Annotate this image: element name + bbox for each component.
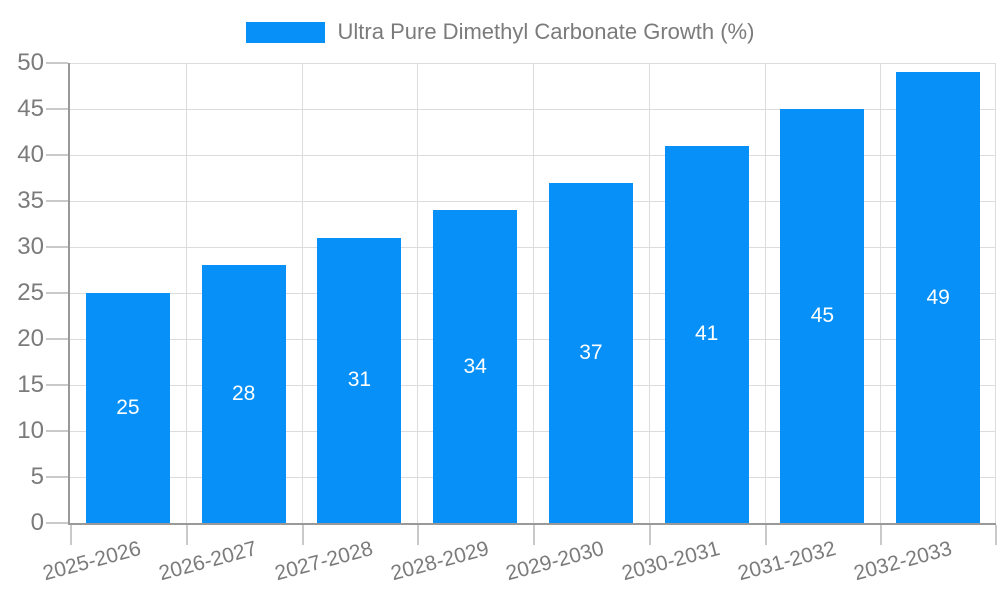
x-axis-tick <box>533 525 535 545</box>
gridline-vertical <box>764 63 766 523</box>
bar-value-label: 49 <box>926 285 950 309</box>
y-axis-tick <box>46 338 68 340</box>
x-axis-tick <box>70 525 72 545</box>
x-axis-label: 2031-2032 <box>735 537 839 586</box>
y-axis-label: 20 <box>17 325 44 352</box>
x-axis-label: 2032-2033 <box>851 537 955 586</box>
bar-value-label: 34 <box>463 354 487 378</box>
legend: Ultra Pure Dimethyl Carbonate Growth (%) <box>0 21 1000 43</box>
y-axis-label: 35 <box>17 187 44 214</box>
x-axis-label: 2028-2029 <box>388 537 492 586</box>
x-axis-tick <box>417 525 420 545</box>
plot-area: 0 5 10 15 20 25 30 35 40 45 50 25 2025-2026 28 2026-20… <box>17 49 997 585</box>
y-axis-tick <box>46 430 68 432</box>
x-axis-label: 2029-2030 <box>503 537 607 586</box>
bar: 25 <box>85 293 170 523</box>
gridline-vertical <box>995 63 996 523</box>
y-axis-label: 50 <box>17 49 44 76</box>
bar: 49 <box>896 72 981 523</box>
bar-value-label: 31 <box>347 368 372 392</box>
y-axis-tick <box>46 384 68 386</box>
y-axis-label: 10 <box>17 417 44 444</box>
y-axis-tick <box>46 292 68 294</box>
y-axis-label: 45 <box>17 95 44 122</box>
y-axis-tick <box>46 476 68 478</box>
bar: 45 <box>780 109 865 523</box>
x-axis-label: 2030-2031 <box>619 537 723 586</box>
bar-value-label: 45 <box>810 304 835 327</box>
y-axis-label: 25 <box>17 279 44 306</box>
x-axis-tick <box>880 525 883 545</box>
gridline-vertical <box>301 63 303 523</box>
y-axis-tick <box>46 62 68 64</box>
x-axis-label: 2027-2028 <box>272 537 376 586</box>
gridline-vertical <box>880 63 882 523</box>
gridline-vertical <box>648 63 650 523</box>
y-axis-label: 0 <box>30 509 44 536</box>
bar: 37 <box>548 182 633 523</box>
y-axis-tick <box>46 522 68 524</box>
bar-value-label: 41 <box>694 322 719 346</box>
y-axis-tick <box>46 200 68 202</box>
bar-value-label: 28 <box>231 382 256 406</box>
x-axis-tick <box>648 525 651 545</box>
x-axis-tick <box>301 525 304 545</box>
x-axis-label: 2025-2026 <box>40 537 144 586</box>
bar-value-label: 25 <box>116 396 140 419</box>
bar: 31 <box>317 237 402 523</box>
x-axis-tick <box>764 525 767 545</box>
legend-item[interactable]: Ultra Pure Dimethyl Carbonate Growth (%) <box>245 19 755 44</box>
gridline-vertical <box>417 63 419 523</box>
bar-value-label: 37 <box>579 340 603 364</box>
legend-swatch <box>245 21 325 43</box>
y-axis-label: 5 <box>30 463 44 490</box>
bar: 41 <box>664 145 749 523</box>
y-axis-label: 15 <box>17 371 44 398</box>
x-axis-tick <box>995 525 997 545</box>
bar: 28 <box>201 265 286 523</box>
y-axis-tick <box>46 246 68 248</box>
gridline-vertical <box>185 63 187 523</box>
bar: 34 <box>433 210 518 523</box>
x-axis-label: 2026-2027 <box>156 537 260 586</box>
y-axis-label: 30 <box>17 233 44 260</box>
y-axis-label: 40 <box>17 141 44 168</box>
y-axis-tick <box>46 154 68 156</box>
gridline-vertical <box>533 63 534 523</box>
legend-label: Ultra Pure Dimethyl Carbonate Growth (%) <box>337 19 755 44</box>
y-axis-tick <box>46 108 68 110</box>
x-axis-tick <box>185 525 188 545</box>
